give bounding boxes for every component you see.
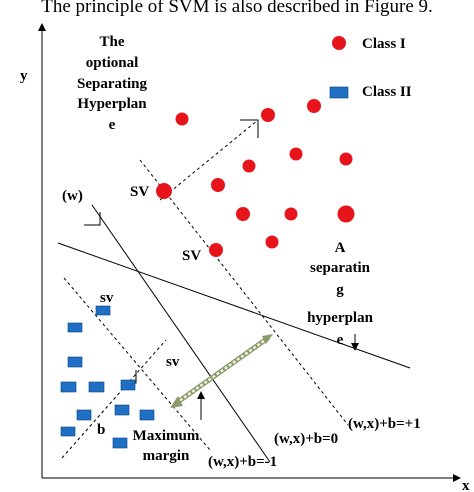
point [339,152,353,166]
margin-minus [63,277,211,451]
optional-hyperplane-label: The optional Separating Hyperplan e [77,34,148,133]
label-line: e [337,332,344,348]
legend-rect [329,86,349,99]
point [209,243,223,257]
point [175,112,189,126]
arrow-head [262,334,273,344]
arrow-line [159,119,259,201]
b-label: b [97,422,105,438]
point [67,322,83,333]
minus1-label: (w,x)+b=-1 [208,454,277,470]
point [95,305,111,316]
margin-double-arrow-inner [174,336,269,406]
label-line: separatin [310,260,371,276]
point [236,207,250,221]
plus1-label: (w,x)+b=+1 [348,416,421,432]
point [139,409,155,421]
point [120,379,136,391]
legend-label: Class I [362,36,406,52]
w-corner [84,212,101,226]
x-label: x [462,478,470,492]
point [265,235,279,249]
w-label: (w) [62,188,83,204]
legend-label: Class II [362,84,412,100]
separating-hyperplane-label: A separatin g hyperplan e [307,240,374,348]
point [289,147,303,161]
label-line: Separating [77,76,148,92]
label-line: g [336,282,344,298]
point [60,426,76,437]
margin-label: margin [143,448,190,464]
zero-label: (w,x)+b=0 [274,431,338,447]
label-line: hyperplan [307,310,374,326]
label-line: Hyperplan [77,96,147,112]
sv-label: sv [166,354,180,370]
y-label: y [20,68,28,84]
caption: The principle of SVM is also described i… [41,0,433,17]
optimal-hyperplane [91,204,271,463]
label-line: e [109,117,116,133]
label-line: The [99,34,124,50]
support-line [61,339,167,459]
point [284,207,298,221]
point [114,404,130,416]
point [337,205,355,223]
legend-circle [332,36,346,50]
point [60,381,77,393]
point [211,178,225,192]
class2-points [60,86,349,449]
point [156,183,172,199]
arrow-head [170,396,183,408]
arrow-corner [240,119,259,138]
point [76,409,92,421]
margin-label: Maximum [133,428,200,444]
point [261,108,275,122]
point [307,99,321,113]
sv-label: SV [130,184,149,200]
sv-label: SV [182,248,201,264]
class1-points [156,36,355,257]
point [242,159,256,173]
label-line: A [335,240,346,256]
label-line: optional [86,55,139,71]
point [67,356,83,368]
point [112,437,128,449]
point [88,381,105,393]
margin-plus [139,159,349,426]
sv-label: sv [100,290,114,306]
